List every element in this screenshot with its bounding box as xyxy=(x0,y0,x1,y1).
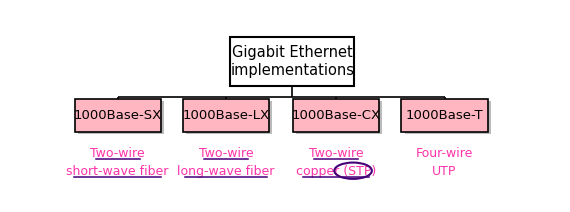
Text: Four-wire: Four-wire xyxy=(416,147,473,160)
FancyBboxPatch shape xyxy=(78,101,164,134)
Text: 1000Base-LX: 1000Base-LX xyxy=(182,109,270,122)
FancyBboxPatch shape xyxy=(183,99,269,131)
FancyBboxPatch shape xyxy=(230,37,354,86)
FancyBboxPatch shape xyxy=(186,101,272,134)
Text: copper (STP): copper (STP) xyxy=(296,165,376,178)
Text: short-wave fiber: short-wave fiber xyxy=(67,165,169,178)
Text: Two-wire: Two-wire xyxy=(198,147,253,160)
FancyBboxPatch shape xyxy=(296,101,382,134)
Text: 1000Base-T: 1000Base-T xyxy=(406,109,483,122)
Text: UTP: UTP xyxy=(432,165,457,178)
FancyBboxPatch shape xyxy=(405,101,491,134)
FancyBboxPatch shape xyxy=(293,99,380,131)
Text: Two-wire: Two-wire xyxy=(309,147,364,160)
Text: 1000Base-CX: 1000Base-CX xyxy=(292,109,381,122)
FancyBboxPatch shape xyxy=(401,99,487,131)
FancyBboxPatch shape xyxy=(75,99,161,131)
Text: Gigabit Ethernet
implementations: Gigabit Ethernet implementations xyxy=(230,45,354,78)
Text: 1000Base-SX: 1000Base-SX xyxy=(74,109,162,122)
Text: Two-wire: Two-wire xyxy=(90,147,145,160)
Text: long-wave fiber: long-wave fiber xyxy=(177,165,275,178)
